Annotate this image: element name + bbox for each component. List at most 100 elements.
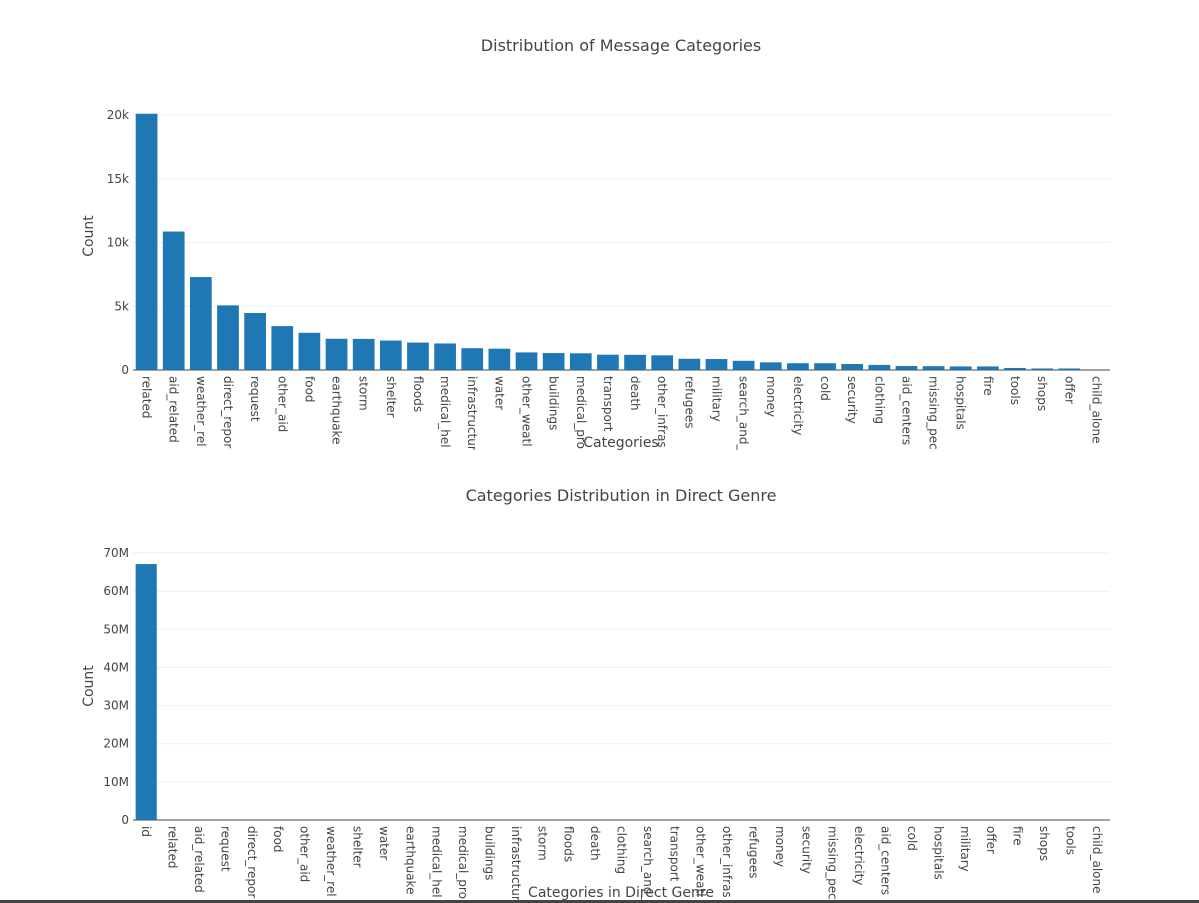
x-tick-label: money <box>773 826 787 867</box>
bar <box>977 366 999 370</box>
y-tick-label: 60M <box>103 584 129 598</box>
bar <box>461 348 484 370</box>
x-tick-label: transport <box>667 826 681 882</box>
bars <box>135 564 157 820</box>
bar <box>189 277 212 370</box>
x-tick-label: floods <box>411 376 425 412</box>
y-tick-label: 0 <box>121 363 129 377</box>
y-tick-label: 0 <box>121 813 129 827</box>
x-tick-label: related <box>166 826 180 868</box>
bar <box>868 364 891 370</box>
bar <box>244 313 266 370</box>
x-tick-label: shops <box>1035 376 1049 411</box>
x-tick-label: earthquake <box>330 376 344 444</box>
x-tick-label: money <box>764 376 778 417</box>
x-tick-label: security <box>845 376 859 424</box>
x-tick-label: related <box>140 376 154 418</box>
x-tick-label: cold <box>905 826 919 851</box>
x-tick-label: floods <box>562 826 576 862</box>
y-tick-label: 50M <box>103 622 129 636</box>
x-tick-label: refugees <box>747 826 761 879</box>
bar <box>1004 367 1026 370</box>
x-tick-label: search_and_ <box>641 826 655 901</box>
x-tick-label: shops <box>1037 826 1051 861</box>
x-tick-label: death <box>628 376 642 411</box>
chart-direct-genre: Categories Distribution in Direct Genre … <box>81 486 1110 901</box>
bar <box>542 353 565 370</box>
y-tick-labels: 0 10M 20M 30M 40M 50M 60M 70M <box>103 546 129 827</box>
x-tick-label: death <box>588 826 602 861</box>
bar <box>569 353 592 370</box>
x-tick-label: other_infras <box>720 826 734 898</box>
x-tick-label: earthquake <box>403 826 417 894</box>
y-tick-label: 20k <box>107 108 129 122</box>
x-tick-label: storm <box>357 376 371 411</box>
x-tick-label: search_and_ <box>737 376 751 450</box>
x-tick-label: tools <box>1063 826 1077 855</box>
y-tick-labels: 0 5k 10k 15k 20k <box>107 108 129 377</box>
x-tick-label: id <box>139 826 153 837</box>
bar <box>515 352 538 370</box>
y-axis-title: Count <box>81 665 97 707</box>
x-tick-label: buildings <box>482 826 496 880</box>
x-tick-label: clothing <box>615 826 629 874</box>
x-tick-label: cold <box>818 376 832 401</box>
y-tick-label: 20M <box>103 737 129 751</box>
chart-title: Distribution of Message Categories <box>481 36 761 55</box>
y-axis-title: Count <box>81 215 97 257</box>
bars <box>135 113 1081 370</box>
x-tick-label: hospitals <box>931 826 945 880</box>
x-tick-label: electricity <box>852 826 866 885</box>
x-tick-label: tools <box>1008 376 1022 405</box>
gridlines <box>133 552 1110 821</box>
y-tick-label: 5k <box>114 299 129 313</box>
bar <box>922 366 945 370</box>
x-axis-title: Categories <box>583 435 658 450</box>
bar <box>135 564 157 820</box>
x-tick-label: medical_hel <box>438 376 452 448</box>
x-tick-label: water <box>492 376 506 410</box>
x-tick-label: buildings <box>547 376 561 430</box>
bar <box>841 364 864 370</box>
x-tick-label: aid_centers <box>899 376 913 445</box>
bar <box>949 366 972 370</box>
x-tick-label: child_alone <box>1090 826 1104 894</box>
x-tick-label: shelter <box>350 826 364 868</box>
x-tick-label: weather_rel <box>194 376 208 447</box>
bar <box>379 340 402 370</box>
x-tick-label: electricity <box>791 376 805 435</box>
x-tick-labels: id related aid_related request direct_repor f… <box>139 826 1104 901</box>
x-tick-label: refugees <box>682 376 696 429</box>
x-tick-labels: related aid_related weather_rel direct_repo… <box>140 376 1104 450</box>
x-tick-label: storm <box>535 826 549 861</box>
y-tick-label: 40M <box>103 660 129 674</box>
x-tick-label: offer <box>984 826 998 854</box>
x-tick-label: missing_pec <box>826 826 840 900</box>
y-tick-label: 30M <box>103 699 129 713</box>
y-tick-label: 15k <box>107 172 129 186</box>
bar <box>298 332 321 370</box>
x-tick-label: fire <box>1011 826 1025 846</box>
x-tick-label: other_weatl <box>520 376 534 447</box>
bar <box>678 358 701 370</box>
x-tick-label: direct_repor <box>245 826 259 898</box>
x-tick-label: child_alone <box>1089 376 1103 444</box>
x-tick-label: missing_pec <box>927 376 941 450</box>
x-tick-label: infrastructur <box>465 376 479 450</box>
bar <box>217 305 239 370</box>
x-tick-label: other_infras <box>655 376 669 448</box>
bar <box>434 343 456 370</box>
chart-title: Categories Distribution in Direct Genre <box>466 486 777 505</box>
x-tick-label: offer <box>1062 376 1076 404</box>
x-tick-label: military <box>709 376 723 422</box>
y-tick-label: 10M <box>103 775 129 789</box>
bar <box>732 360 755 370</box>
x-tick-label: request <box>248 376 262 422</box>
y-tick-label: 10k <box>107 236 129 250</box>
x-tick-label: food <box>271 826 285 853</box>
bar <box>705 359 728 370</box>
x-tick-label: water <box>377 826 391 860</box>
bar <box>488 348 511 370</box>
x-tick-label: hospitals <box>954 376 968 430</box>
x-tick-label: aid_centers <box>879 826 893 895</box>
